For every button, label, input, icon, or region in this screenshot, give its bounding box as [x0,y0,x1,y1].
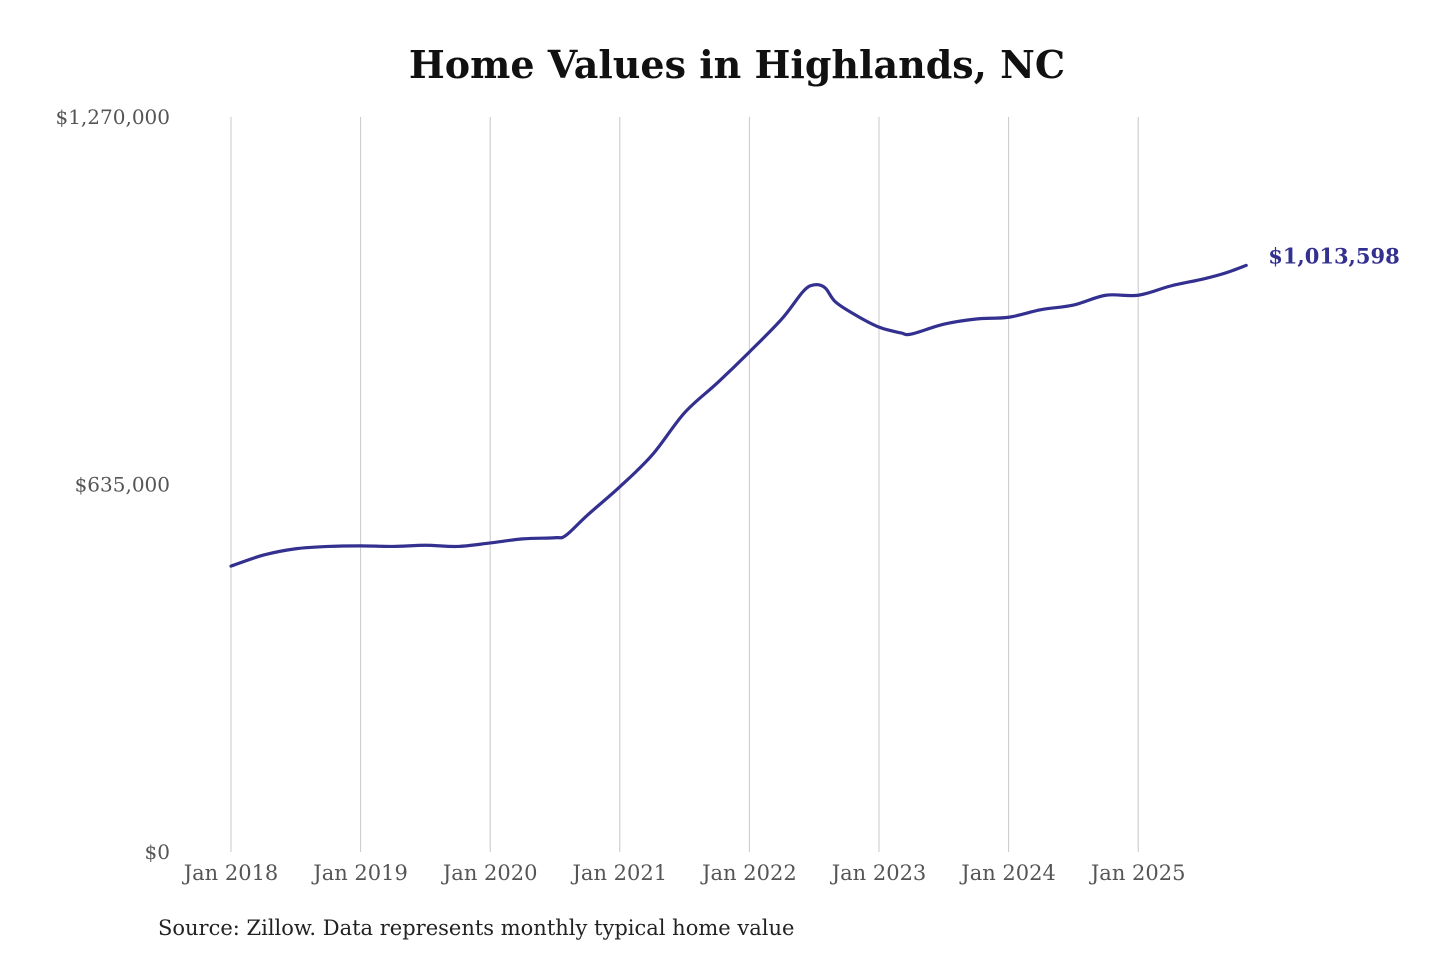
home-value-line [229,263,1248,568]
x-tick-label: Jan 2025 [1089,861,1186,885]
x-tick-label: Jan 2019 [311,861,408,885]
y-tick-label: $0 [145,840,170,864]
x-tick-label: Jan 2018 [182,861,279,885]
chart-title: Home Values in Highlands, NC [408,42,1066,87]
x-tick-label: Jan 2020 [441,861,538,885]
x-tick-label: Jan 2022 [700,861,797,885]
x-tick-label: Jan 2023 [830,861,927,885]
y-tick-label: $635,000 [75,473,170,497]
end-value-label: $1,013,598 [1268,243,1400,268]
x-tick-label: Jan 2021 [571,861,668,885]
y-tick-label: $1,270,000 [55,105,170,129]
x-tick-label: Jan 2024 [959,861,1056,885]
source-note: Source: Zillow. Data represents monthly … [158,916,795,940]
